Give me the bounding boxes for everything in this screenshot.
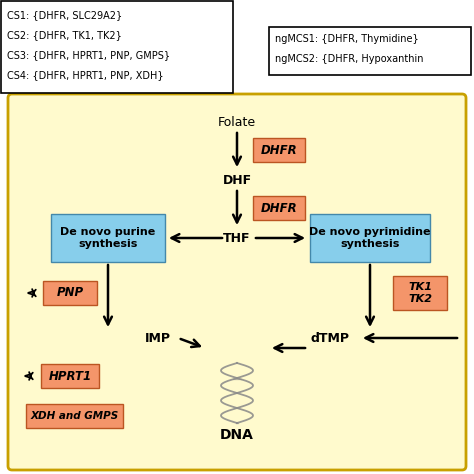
FancyBboxPatch shape bbox=[27, 404, 124, 428]
Text: DHFR: DHFR bbox=[261, 201, 297, 215]
Text: DNA: DNA bbox=[220, 428, 254, 442]
FancyBboxPatch shape bbox=[1, 1, 233, 93]
Text: DHF: DHF bbox=[222, 173, 252, 186]
FancyBboxPatch shape bbox=[393, 276, 447, 310]
Text: De novo purine
synthesis: De novo purine synthesis bbox=[60, 227, 155, 249]
Text: CS3: {DHFR, HPRT1, PNP, GMPS}: CS3: {DHFR, HPRT1, PNP, GMPS} bbox=[7, 50, 170, 60]
FancyBboxPatch shape bbox=[41, 364, 99, 388]
Text: DHFR: DHFR bbox=[261, 144, 297, 156]
FancyBboxPatch shape bbox=[310, 214, 430, 262]
FancyBboxPatch shape bbox=[51, 214, 165, 262]
Text: ngMCS2: {DHFR, Hypoxanthin: ngMCS2: {DHFR, Hypoxanthin bbox=[275, 54, 423, 64]
Text: HPRT1: HPRT1 bbox=[48, 370, 91, 383]
Text: De novo pyrimidine
synthesis: De novo pyrimidine synthesis bbox=[309, 227, 431, 249]
Text: CS2: {DHFR, TK1, TK2}: CS2: {DHFR, TK1, TK2} bbox=[7, 30, 122, 40]
Text: PNP: PNP bbox=[56, 286, 83, 300]
Text: CS4: {DHFR, HPRT1, PNP, XDH}: CS4: {DHFR, HPRT1, PNP, XDH} bbox=[7, 70, 164, 80]
Text: THF: THF bbox=[223, 231, 251, 245]
Text: IMP: IMP bbox=[145, 331, 171, 345]
Text: CS1: {DHFR, SLC29A2}: CS1: {DHFR, SLC29A2} bbox=[7, 10, 122, 20]
Text: Folate: Folate bbox=[218, 116, 256, 128]
Text: ngMCS1: {DHFR, Thymidine}: ngMCS1: {DHFR, Thymidine} bbox=[275, 34, 419, 44]
FancyBboxPatch shape bbox=[43, 281, 97, 305]
FancyBboxPatch shape bbox=[8, 94, 466, 470]
FancyBboxPatch shape bbox=[253, 138, 305, 162]
Text: XDH and GMPS: XDH and GMPS bbox=[31, 411, 119, 421]
Text: TK1
TK2: TK1 TK2 bbox=[408, 282, 432, 304]
FancyBboxPatch shape bbox=[253, 196, 305, 220]
Text: dTMP: dTMP bbox=[310, 331, 349, 345]
FancyBboxPatch shape bbox=[269, 27, 471, 75]
